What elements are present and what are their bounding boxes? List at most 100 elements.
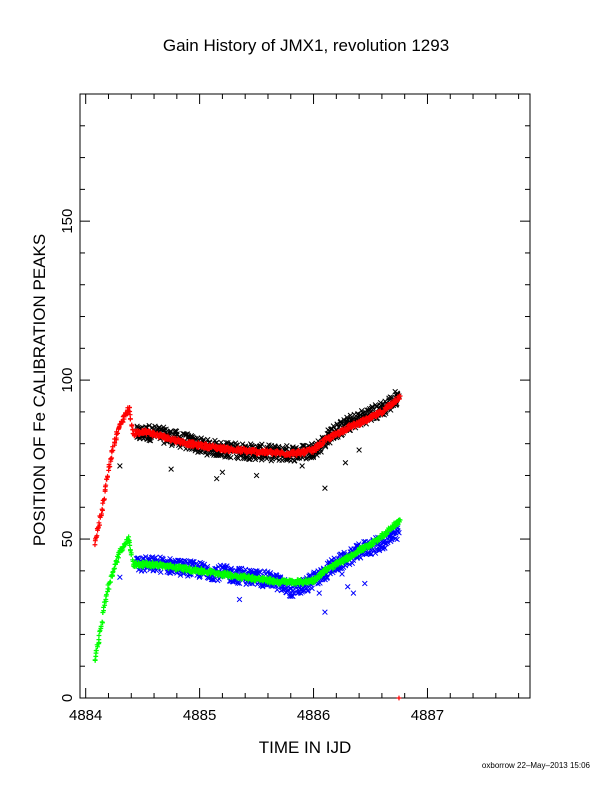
- data-point: [394, 536, 400, 543]
- data-point: [172, 428, 179, 434]
- data-point: [97, 522, 102, 528]
- data-point: [322, 439, 327, 445]
- x-tick-label: 4887: [411, 707, 444, 724]
- data-point: [102, 496, 107, 502]
- data-point: [201, 561, 208, 568]
- data-point: [274, 586, 280, 593]
- data-point: [112, 440, 118, 446]
- data-point: [106, 586, 112, 592]
- data-point: [385, 529, 391, 535]
- data-point: [330, 423, 337, 429]
- data-point: [106, 462, 112, 468]
- data-point: [98, 623, 104, 629]
- data-point: [96, 520, 102, 526]
- outlier-point: [253, 472, 260, 479]
- x-tick-label: 4884: [69, 707, 102, 724]
- outlier-point: [168, 466, 174, 472]
- data-point: [252, 456, 259, 463]
- outlier-point: [117, 463, 123, 469]
- outlier-point: [344, 583, 351, 590]
- data-point: [337, 565, 344, 572]
- data-point: [319, 442, 325, 448]
- data-point: [114, 559, 120, 565]
- data-point: [247, 456, 253, 462]
- data-point: [108, 579, 113, 585]
- data-point: [290, 588, 297, 594]
- data-point: [169, 442, 175, 449]
- data-point: [238, 565, 245, 572]
- outlier-point: [322, 609, 328, 615]
- data-point: [126, 534, 132, 540]
- data-point: [189, 559, 196, 565]
- outlier-point: [362, 580, 368, 587]
- outlier-point: [350, 590, 357, 596]
- data-point: [146, 437, 152, 444]
- data-point: [257, 569, 263, 576]
- data-point: [117, 422, 123, 427]
- outlier-point: [322, 485, 328, 491]
- data-point: [103, 593, 109, 599]
- data-point: [397, 393, 403, 399]
- data-point: [242, 566, 249, 573]
- data-point: [97, 629, 103, 634]
- plot-frame: [79, 93, 531, 699]
- axis-ticks: 4884 4885 4886 4887 0 50 100 150: [59, 93, 530, 724]
- data-point: [125, 411, 130, 417]
- data-point: [284, 443, 290, 449]
- x-tick-label: 4886: [297, 707, 330, 724]
- data-point: [106, 467, 112, 473]
- data-point: [98, 513, 104, 518]
- data-point: [128, 416, 133, 422]
- data-point: [197, 448, 204, 455]
- data-point: [357, 555, 364, 561]
- data-point: [310, 454, 317, 461]
- data-point: [100, 508, 105, 513]
- y-tick-label: 100: [59, 368, 76, 393]
- data-point: [382, 545, 388, 551]
- data-point: [204, 436, 211, 443]
- data-point: [225, 439, 231, 446]
- data-point: [346, 426, 352, 432]
- data-point: [290, 593, 296, 600]
- data-point: [235, 580, 241, 586]
- y-tick-label: 0: [59, 694, 76, 702]
- y-tick-label: 150: [59, 209, 76, 234]
- data-point: [324, 568, 330, 574]
- data-point: [353, 424, 358, 430]
- data-point: [102, 602, 108, 608]
- data-point: [198, 435, 205, 441]
- x-tick-label: 4885: [183, 707, 216, 724]
- data-point: [120, 419, 126, 425]
- data-point: [92, 658, 98, 663]
- data-point: [100, 500, 106, 506]
- data-point: [128, 550, 134, 556]
- data-point: [127, 542, 133, 548]
- data-point: [108, 456, 114, 462]
- data-point: [146, 422, 152, 429]
- data-point: [387, 538, 394, 545]
- data-point: [340, 560, 346, 566]
- chart-title: Gain History of JMX1, revolution 1293: [162, 36, 450, 55]
- data-point: [300, 588, 307, 594]
- data-point: [92, 542, 98, 548]
- data-point: [318, 449, 324, 455]
- data-point: [228, 454, 234, 461]
- data-point: [392, 535, 399, 542]
- data-point: [283, 446, 289, 452]
- data-point: [127, 405, 132, 410]
- data-point: [110, 569, 116, 574]
- outlier-point: [288, 593, 294, 600]
- data-point: [259, 441, 265, 448]
- outlier-point: [316, 590, 322, 596]
- data-point: [273, 452, 279, 458]
- data-point: [236, 580, 243, 587]
- data-point: [127, 547, 133, 553]
- data-point: [105, 474, 110, 480]
- data-point: [115, 430, 121, 436]
- data-point: [129, 423, 135, 429]
- data-point: [121, 416, 127, 422]
- data-point: [396, 529, 402, 536]
- data-point: [99, 619, 105, 625]
- data-point: [294, 580, 299, 586]
- x-axis-label: TIME IN IJD: [258, 738, 352, 757]
